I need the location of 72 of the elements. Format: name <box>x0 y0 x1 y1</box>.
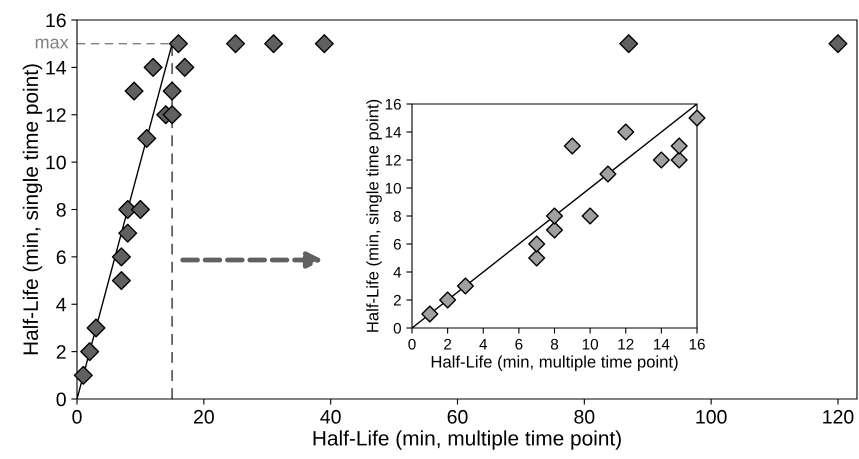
y-tick-label: 0 <box>56 392 66 406</box>
point <box>617 123 634 141</box>
point <box>546 207 564 225</box>
point <box>226 34 246 54</box>
point <box>439 291 456 309</box>
x-axis-title: Half-Life (min, multiple time point) <box>314 430 621 450</box>
y-tick-label: 8 <box>394 210 401 222</box>
point <box>314 34 334 54</box>
x-tick-label: 4 <box>479 338 488 350</box>
y-tick-label: 14 <box>46 61 66 74</box>
point <box>112 271 131 290</box>
x-tick-label: 40 <box>320 410 341 424</box>
point <box>175 58 194 77</box>
point <box>144 58 163 77</box>
point <box>670 137 688 155</box>
point <box>168 34 188 54</box>
x-tick-label: 80 <box>574 410 594 424</box>
point <box>80 342 100 362</box>
x-tick-label: 16 <box>690 338 705 350</box>
point <box>652 151 670 169</box>
point <box>528 249 546 267</box>
x-tick-label: 8 <box>550 338 558 350</box>
y-tick-label: 10 <box>46 156 66 170</box>
x-tick-label: 60 <box>448 410 468 424</box>
y-tick-label: 16 <box>386 98 401 110</box>
x-tick-label: 10 <box>582 338 598 350</box>
point <box>582 207 599 225</box>
y-tick-label: 14 <box>386 127 402 138</box>
y-tick-label: 6 <box>56 250 66 264</box>
x-tick-label: 0 <box>408 338 416 350</box>
x-tick-label: 14 <box>654 338 670 350</box>
point <box>137 128 156 148</box>
point <box>619 34 638 54</box>
point <box>130 200 150 220</box>
point <box>828 34 848 54</box>
x-tick-label: 120 <box>823 410 854 424</box>
x-axis-title: Half-Life (min, multiple time point) <box>432 355 678 371</box>
y-tick-label: 12 <box>386 154 401 166</box>
point <box>74 366 93 385</box>
point <box>86 318 106 338</box>
point <box>124 82 144 101</box>
y-axis-title: Half-Life (min, single time point) <box>366 100 382 332</box>
point <box>456 277 474 295</box>
x-tick-label: 100 <box>696 410 727 424</box>
x-tick-label: 2 <box>444 338 452 350</box>
y-tick-label: 16 <box>46 13 66 28</box>
point <box>162 82 182 101</box>
x-tick-label: 20 <box>194 410 214 424</box>
point <box>688 109 706 127</box>
point <box>118 224 138 243</box>
y-tick-label: 2 <box>394 294 401 306</box>
ref-line-label: max <box>36 38 68 49</box>
point <box>546 221 564 239</box>
y-tick-label: 10 <box>386 182 401 194</box>
y-tick-label: 6 <box>394 238 401 250</box>
x-tick-label: 12 <box>618 338 634 350</box>
x-tick-label: 6 <box>515 338 522 350</box>
point <box>264 34 284 54</box>
x-tick-label: 0 <box>72 410 82 424</box>
y-tick-label: 4 <box>56 298 66 312</box>
y-tick-label: 8 <box>56 202 66 217</box>
y-axis-title: Half-Life (min, single time point) <box>22 64 42 354</box>
point <box>564 137 581 155</box>
point <box>421 305 438 323</box>
point <box>670 151 688 169</box>
point <box>599 165 616 183</box>
point <box>528 235 546 253</box>
y-tick-label: 0 <box>394 322 401 334</box>
point <box>112 247 131 266</box>
y-tick-label: 4 <box>393 267 402 278</box>
point <box>162 105 182 124</box>
y-tick-label: 12 <box>46 108 66 122</box>
